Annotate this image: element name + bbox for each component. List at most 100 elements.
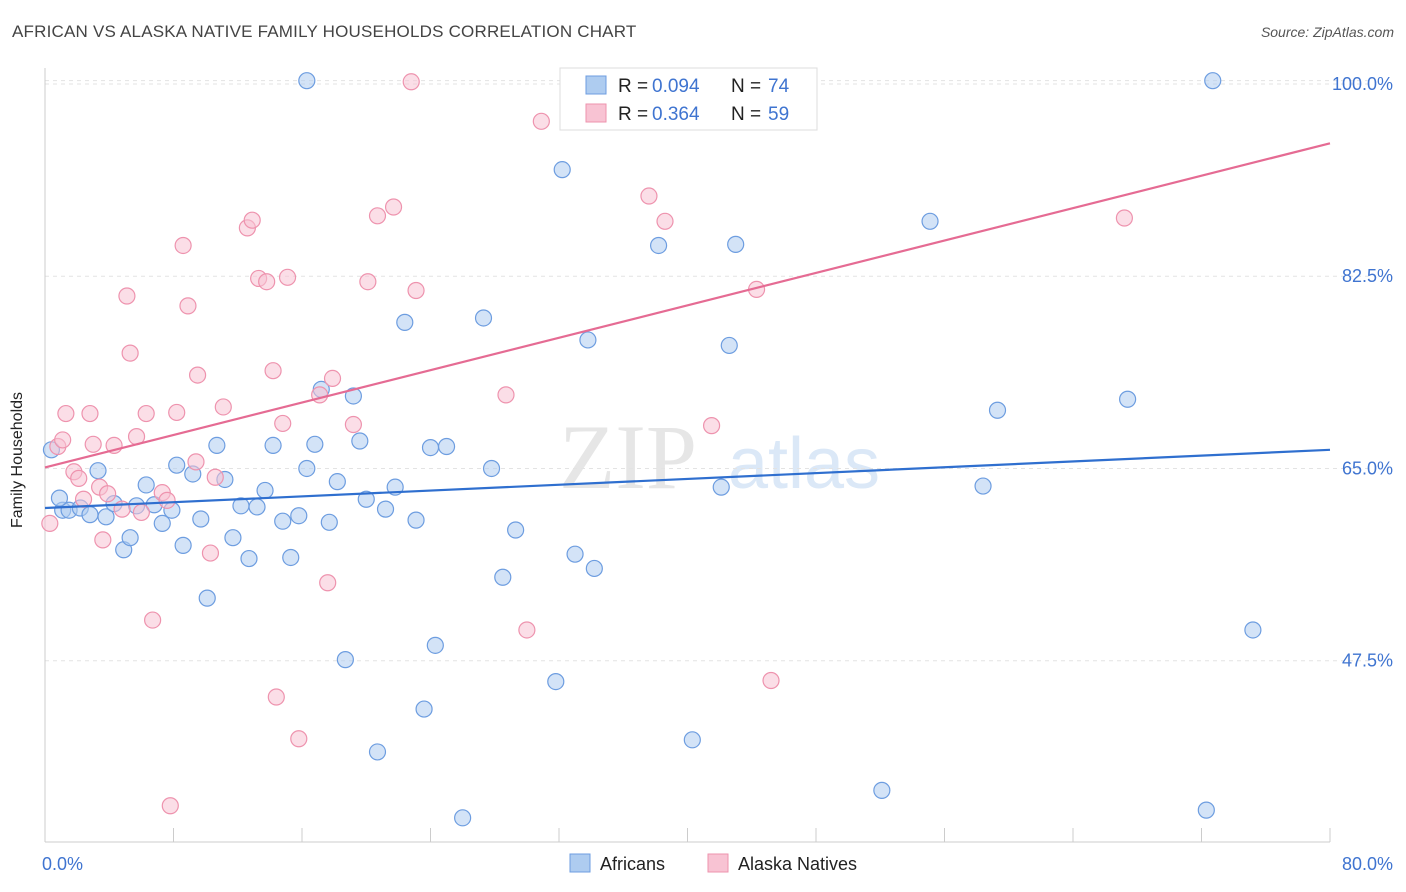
alaska-natives-point xyxy=(319,574,337,592)
alaska-natives-point xyxy=(206,468,224,486)
africans-point xyxy=(290,507,308,525)
africans-point xyxy=(89,462,107,480)
alaska-natives-point xyxy=(54,431,72,449)
africans-point xyxy=(368,743,387,761)
africans-point xyxy=(649,236,668,255)
africans-point xyxy=(97,508,115,526)
africans-point xyxy=(298,72,316,90)
alaska-natives-point xyxy=(214,398,232,416)
alaska-natives-point xyxy=(290,730,308,748)
africans-point xyxy=(256,481,274,500)
trend-lines xyxy=(44,142,1331,510)
alaska-natives-point xyxy=(264,362,282,380)
watermark: ZIP atlas xyxy=(559,406,880,508)
alaska-natives-point xyxy=(121,344,139,362)
africans-point xyxy=(320,513,338,531)
alaska-natives-point xyxy=(201,544,220,562)
y-tick-label: 65.0% xyxy=(1342,458,1393,478)
alaska-natives-trend-line xyxy=(44,142,1331,469)
alaska-natives-point xyxy=(137,404,155,423)
africans-point xyxy=(494,568,512,586)
africans-point xyxy=(208,436,226,455)
x-tick-label-max: 80.0% xyxy=(1342,854,1393,874)
africans-point xyxy=(683,731,701,749)
alaska-natives-point xyxy=(267,688,285,706)
alaska-natives-point xyxy=(84,435,102,453)
africans-point xyxy=(282,548,300,567)
alaska-natives-point xyxy=(762,671,780,690)
africans-point xyxy=(344,387,362,405)
africans-point xyxy=(579,331,597,349)
africans-point xyxy=(240,549,258,568)
africans-point xyxy=(192,510,210,528)
africans-point xyxy=(482,459,501,478)
y-tick-label: 100.0% xyxy=(1332,74,1393,94)
alaska-natives-point xyxy=(158,491,176,509)
alaska-natives-point xyxy=(99,485,117,503)
africans-point xyxy=(306,435,324,453)
watermark-atlas: atlas xyxy=(728,424,880,504)
chart-title: AFRICAN VS ALASKA NATIVE FAMILY HOUSEHOL… xyxy=(12,22,637,41)
africans-trend-line xyxy=(44,448,1331,510)
africans-point xyxy=(988,401,1007,419)
africans-point xyxy=(174,536,192,554)
legend-n-value-alaska-natives: 59 xyxy=(768,104,789,125)
legend-swatch-alaska-natives xyxy=(585,103,607,123)
alaska-natives-point xyxy=(323,369,342,387)
alaska-natives-point xyxy=(532,112,550,130)
alaska-natives-point xyxy=(278,268,297,286)
alaska-natives-point xyxy=(179,297,197,315)
africans-point xyxy=(81,506,99,524)
africans-point xyxy=(921,212,939,230)
alaska-natives-point xyxy=(57,404,75,423)
alaska-natives-point xyxy=(187,453,205,471)
alaska-natives-point xyxy=(94,531,112,549)
africans-point xyxy=(50,489,69,507)
africans-point xyxy=(727,235,745,253)
alaska-natives-point xyxy=(174,236,192,255)
chart-source: Source: ZipAtlas.com xyxy=(1260,24,1394,40)
africans-point xyxy=(376,500,395,518)
africans-point xyxy=(121,529,139,547)
africans-point xyxy=(426,636,444,654)
africans-point xyxy=(421,439,440,457)
bottom-legend-swatch-alaska-natives xyxy=(707,853,729,873)
alaska-natives-point xyxy=(74,490,93,508)
bottom-legend-alaska-natives: Alaska Natives xyxy=(738,854,857,874)
alaska-natives-point xyxy=(359,273,377,291)
africans-point xyxy=(298,459,316,478)
series-legend: Africans Alaska Natives xyxy=(569,853,857,874)
africans-point xyxy=(507,521,525,539)
tick-labels: 47.5% 65.0% 82.5% 100.0% 0.0% 80.0% xyxy=(42,74,1393,874)
bottom-legend-africans: Africans xyxy=(600,854,665,874)
bottom-legend-swatch-africans xyxy=(569,853,591,873)
legend-n-value-africans: 74 xyxy=(768,76,790,97)
alaska-natives-point xyxy=(1115,209,1134,227)
y-tick-label: 82.5% xyxy=(1342,266,1393,286)
alaska-natives-point xyxy=(168,403,186,422)
legend-swatch-africans xyxy=(585,75,607,95)
alaska-natives-point xyxy=(344,415,362,434)
alaska-natives-point xyxy=(640,187,658,205)
alaska-natives-point xyxy=(656,212,674,230)
africans-point xyxy=(553,161,571,179)
africans-point xyxy=(454,809,472,827)
africans-point xyxy=(248,498,266,516)
alaska-natives-point xyxy=(132,503,150,522)
africans-point xyxy=(566,545,584,563)
legend-r-label-2: R = xyxy=(618,104,648,125)
legend-r-label-1: R = xyxy=(618,76,648,97)
africans-point xyxy=(415,700,433,718)
africans-point xyxy=(153,514,171,533)
x-tick-label-min: 0.0% xyxy=(42,854,83,874)
africans-point xyxy=(547,673,565,691)
legend-r-value-africans: 0.094 xyxy=(652,76,700,97)
africans-point xyxy=(1204,72,1222,90)
watermark-zip: ZIP xyxy=(559,406,697,508)
alaska-natives-point xyxy=(518,621,536,639)
alaska-natives-point xyxy=(368,207,387,225)
africans-point xyxy=(712,478,730,496)
alaska-natives-point xyxy=(81,404,99,423)
africans-point xyxy=(437,437,456,456)
africans-point xyxy=(1197,801,1215,819)
